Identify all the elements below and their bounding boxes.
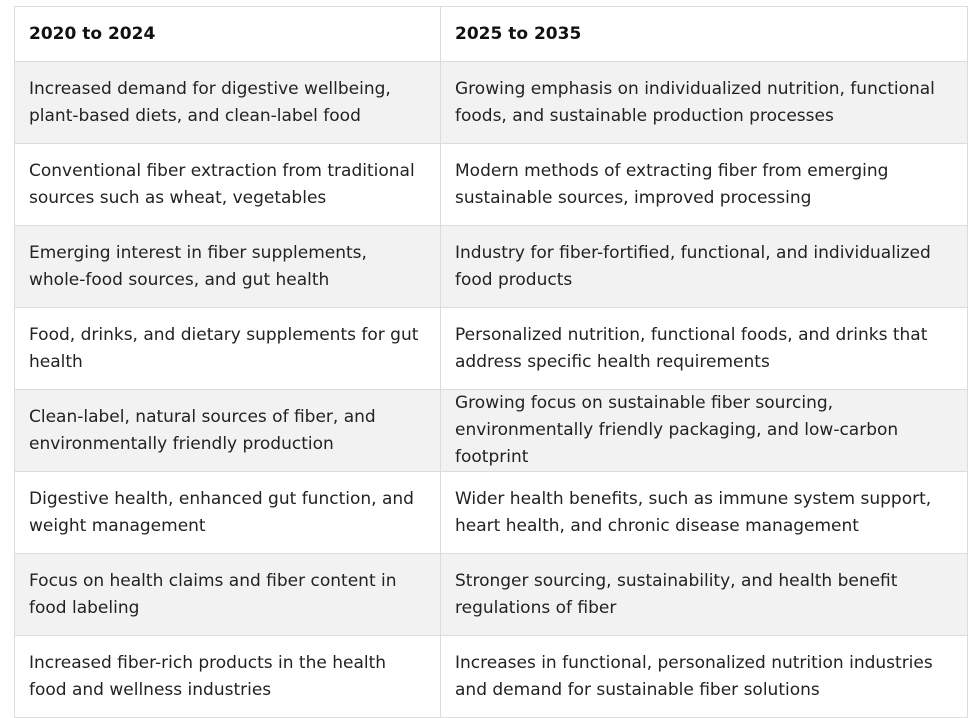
cell-2020-2024: Increased fiber-rich products in the hea… [14,635,441,718]
cell-2025-2035: Wider health benefits, such as immune sy… [440,471,968,554]
table-body: Increased demand for digestive wellbeing… [14,61,968,718]
table-row: Increased fiber-rich products in the hea… [14,635,968,718]
table-row: Increased demand for digestive wellbeing… [14,61,968,144]
cell-2020-2024: Emerging interest in fiber supplements, … [14,225,441,308]
cell-2025-2035: Stronger sourcing, sustainability, and h… [440,553,968,636]
cell-2020-2024: Increased demand for digestive wellbeing… [14,61,441,144]
cell-2020-2024: Food, drinks, and dietary supplements fo… [14,307,441,390]
table-row: Focus on health claims and fiber content… [14,553,968,636]
header-2025-2035: 2025 to 2035 [440,6,968,62]
cell-2020-2024: Conventional fiber extraction from tradi… [14,143,441,226]
comparison-table: 2020 to 2024 2025 to 2035 Increased dema… [14,6,968,718]
cell-2020-2024: Clean-label, natural sources of fiber, a… [14,389,441,472]
table-row: Food, drinks, and dietary supplements fo… [14,307,968,390]
cell-2025-2035: Increases in functional, personalized nu… [440,635,968,718]
cell-2025-2035: Growing emphasis on individualized nutri… [440,61,968,144]
header-row: 2020 to 2024 2025 to 2035 [14,6,968,62]
cell-2020-2024: Focus on health claims and fiber content… [14,553,441,636]
table-row: Conventional fiber extraction from tradi… [14,143,968,226]
header-2020-2024: 2020 to 2024 [14,6,441,62]
cell-2020-2024: Digestive health, enhanced gut function,… [14,471,441,554]
table-row: Clean-label, natural sources of fiber, a… [14,389,968,472]
cell-2025-2035: Modern methods of extracting fiber from … [440,143,968,226]
table-row: Emerging interest in fiber supplements, … [14,225,968,308]
cell-2025-2035: Industry for fiber-fortified, functional… [440,225,968,308]
cell-2025-2035: Personalized nutrition, functional foods… [440,307,968,390]
comparison-table-container: 2020 to 2024 2025 to 2035 Increased dema… [14,6,968,718]
table-row: Digestive health, enhanced gut function,… [14,471,968,554]
table-header: 2020 to 2024 2025 to 2035 [14,6,968,62]
cell-2025-2035: Growing focus on sustainable fiber sourc… [440,389,968,472]
